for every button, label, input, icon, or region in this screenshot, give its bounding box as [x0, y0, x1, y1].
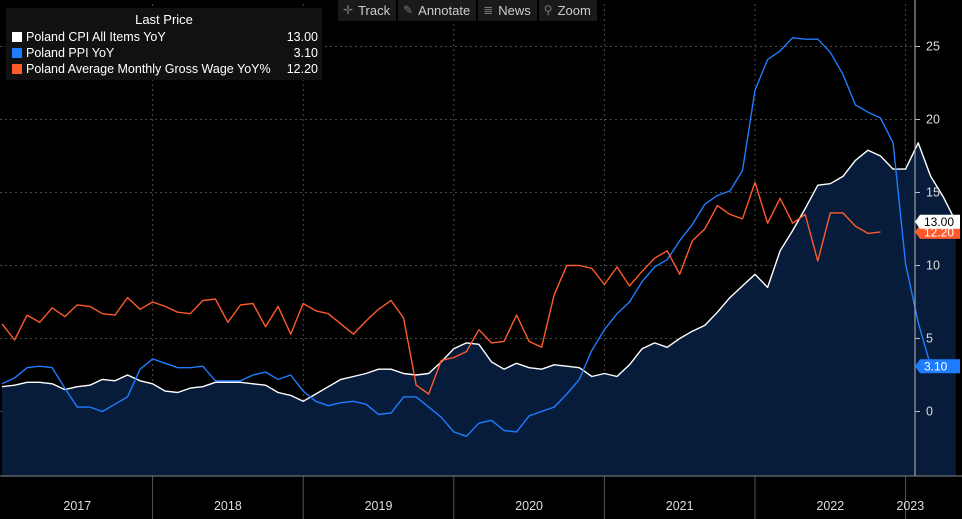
annotate-label: Annotate	[418, 3, 471, 18]
tag-background	[915, 214, 960, 229]
y-tick-label: 5	[926, 332, 933, 346]
legend-title: Last Price	[135, 12, 193, 27]
crosshair-icon: ✛	[343, 3, 354, 17]
track-button[interactable]: ✛ Track	[338, 0, 397, 21]
y-tick-label: 20	[926, 113, 940, 127]
series-lines	[1, 37, 957, 437]
x-tick-label: 2019	[365, 499, 393, 513]
tag-value: 13.00	[924, 215, 954, 229]
y-tick-label: 15	[926, 186, 940, 200]
x-tick-label: 2020	[515, 499, 543, 513]
y-tick-label: 25	[926, 40, 940, 54]
legend-item-name: Poland CPI All Items YoY	[26, 29, 166, 44]
tag-value: 12.20	[924, 225, 954, 239]
tag-value: 3.10	[924, 360, 948, 374]
news-icon: ≣	[483, 3, 494, 17]
legend-item-cpi[interactable]: Poland CPI All Items YoY 13.00	[12, 29, 318, 44]
series-line-2	[1, 181, 881, 395]
legend-item-wage[interactable]: Poland Average Monthly Gross Wage YoY% 1…	[12, 61, 318, 76]
news-button[interactable]: ≣ News	[478, 0, 537, 21]
last-value-tag-1: 3.10	[915, 359, 960, 374]
chart-toolbar: ✛ Track ✎ Annotate ≣ News ⚲ Zoom	[338, 0, 597, 21]
legend-item-value: 12.20	[286, 61, 318, 76]
y-tick-label: 0	[926, 405, 933, 419]
legend-item-value: 3.10	[293, 45, 318, 60]
cpi-area	[2, 142, 956, 476]
zoom-button[interactable]: ⚲ Zoom	[538, 0, 597, 21]
annotate-button[interactable]: ✎ Annotate	[398, 0, 477, 21]
cpi-swatch	[12, 31, 22, 42]
zoom-label: Zoom	[557, 3, 591, 18]
y-tick-label: 10	[926, 259, 940, 273]
cpi-area-fill	[2, 142, 956, 476]
news-label: News	[498, 3, 531, 18]
series-line-1	[1, 37, 932, 437]
x-tick-label: 2022	[816, 499, 844, 513]
pencil-icon: ✎	[403, 3, 414, 17]
legend-item-value: 13.00	[286, 29, 318, 44]
legend-item-ppi[interactable]: Poland PPI YoY 3.10	[12, 45, 318, 60]
wage-swatch	[12, 63, 22, 74]
magnifier-icon: ⚲	[543, 3, 553, 17]
x-tick-label: 2018	[214, 499, 242, 513]
x-tick-label: 2017	[63, 499, 91, 513]
track-label: Track	[358, 3, 391, 18]
ppi-swatch	[12, 47, 22, 58]
last-value-tag-0: 13.00	[915, 214, 960, 229]
x-axis: 2017 2018 2019 2020 2021 2022 2023	[0, 475, 962, 519]
tag-background	[915, 359, 960, 374]
x-tick-label: 2021	[666, 499, 694, 513]
series-line-0	[1, 142, 957, 402]
y-axis: 0 5 10 15 20 25	[914, 0, 940, 476]
legend-item-name: Poland Average Monthly Gross Wage YoY%	[26, 61, 271, 76]
legend-item-name: Poland PPI YoY	[26, 45, 115, 60]
x-tick-label: 2023	[896, 499, 924, 513]
legend-panel: Last Price Poland CPI All Items YoY 13.0…	[6, 8, 322, 80]
